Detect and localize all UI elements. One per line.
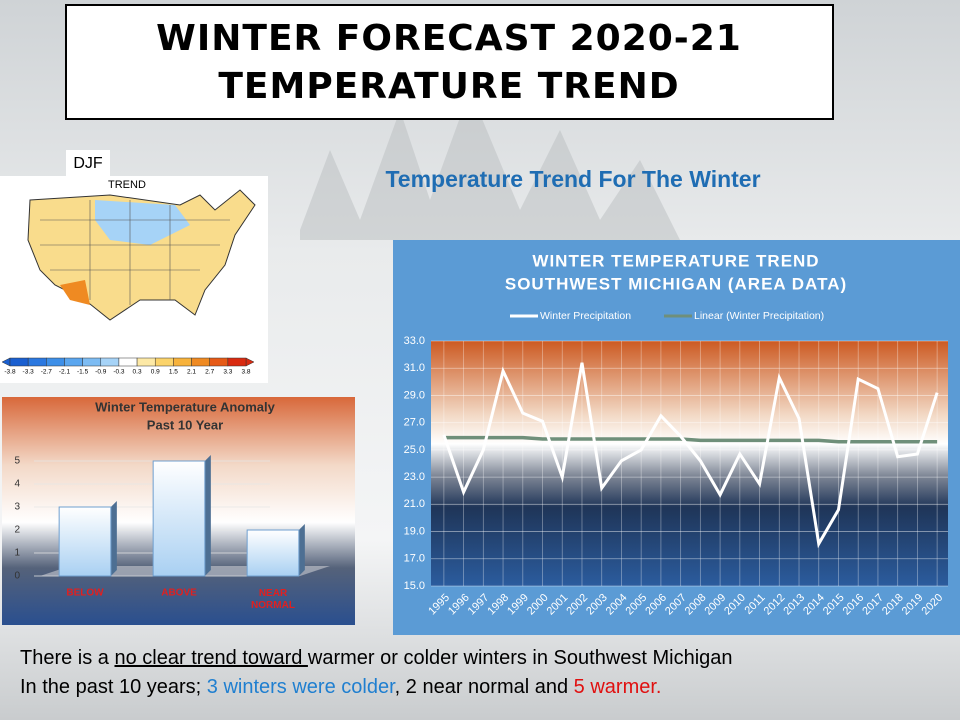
- series-line: [443, 435, 938, 444]
- y-tick-label: 21.0: [404, 498, 425, 510]
- chart-subtitle: SOUTHWEST MICHIGAN (AREA DATA): [505, 274, 847, 293]
- bar-side: [298, 524, 305, 576]
- colorbar-segment: [100, 357, 120, 367]
- x-tick-label: NEAR NORMAL: [251, 588, 295, 611]
- state-lines: [40, 200, 230, 305]
- y-tick-label: 3: [14, 502, 20, 513]
- colorbar-tick-label: -3.3: [23, 369, 35, 376]
- colorbar-tick-label: -1.5: [77, 369, 89, 376]
- bar: [246, 529, 300, 577]
- colorbar-tick-label: -3.8: [4, 369, 16, 376]
- legend-label: Linear (Winter Precipitation): [694, 310, 824, 322]
- colorbar: -3.8 -3.3 -2.7 -2.1 -1.5 -0.9 -0.3 0.3 0.9 1.5 2.1…: [1, 357, 255, 376]
- legend-label: Winter Precipitation: [540, 310, 631, 322]
- colorbar-tick-label: -0.9: [95, 369, 107, 376]
- y-tick-label: 1: [14, 548, 20, 559]
- y-tick-label: 33.0: [404, 335, 425, 347]
- bar-side: [110, 501, 117, 576]
- colorbar-tick-label: 0.9: [151, 369, 160, 376]
- map-warm-area: [60, 280, 90, 305]
- colorbar-segment: [9, 357, 29, 367]
- y-tick-label: 27.0: [404, 417, 425, 429]
- colorbar-tick-label: -2.7: [41, 369, 53, 376]
- colorbar-tick-label: 3.3: [223, 369, 232, 376]
- trees: [300, 90, 680, 240]
- colorbar-tick-label: 3.8: [241, 369, 250, 376]
- y-tick-label: 17.0: [404, 553, 425, 565]
- y-tick-label: 23.0: [404, 471, 425, 483]
- colorbar-segment: [209, 357, 229, 367]
- footer-text: There is a: [20, 647, 114, 669]
- y-tick-label: 25.0: [404, 444, 425, 456]
- colorbar-tick-label: 2.1: [187, 369, 196, 376]
- x-tick-label: BELOW: [66, 588, 104, 599]
- series-line: [442, 362, 939, 549]
- colorbar-segment: [82, 357, 102, 367]
- plot-area: [431, 341, 948, 586]
- colorbar-tick-label: -0.3: [113, 369, 125, 376]
- colorbar-tick-label: 2.7: [205, 369, 214, 376]
- colorbar-tick-label: 1.5: [169, 369, 178, 376]
- colorbar-segment: [227, 357, 247, 367]
- colorbar-segment: [118, 357, 138, 367]
- colorbar-segment: [154, 357, 174, 367]
- footer-text: In the past 10 years;: [20, 676, 207, 698]
- title: TEMPERATURE TREND: [218, 66, 679, 107]
- chart-subtitle: Past 10 Year: [147, 417, 223, 432]
- y-tick-label: 5: [14, 456, 20, 467]
- colorbar-tick-label: 0.3: [133, 369, 142, 376]
- y-tick-label: 31.0: [404, 362, 425, 374]
- colorbar-segment: [136, 357, 156, 367]
- bar-chart: Winter Temperature Anomaly Past 10 Year 0 1…: [14, 399, 330, 611]
- colorbar-segment: [173, 357, 192, 367]
- footer-line: There is a no clear trend toward warmer …: [20, 647, 733, 669]
- subtitle: Temperature Trend For The Winter: [385, 166, 760, 192]
- footer-line: In the past 10 years; 3 winters were col…: [20, 676, 661, 698]
- chart-title: WINTER TEMPERATURE TREND: [532, 251, 819, 270]
- footer-colder: 3 winters were colder: [207, 676, 396, 698]
- colorbar-segment: [64, 357, 83, 367]
- y-tick-label: 15.0: [404, 580, 425, 592]
- map-legend-title: TREND: [108, 179, 146, 191]
- y-tick-label: 0: [14, 571, 20, 582]
- title-box: [65, 4, 834, 120]
- bar: [152, 460, 206, 577]
- bar: [58, 506, 112, 577]
- colorbar-segment: [191, 357, 210, 367]
- footer-text: warmer or colder winters in Southwest Mi…: [307, 647, 733, 669]
- colorbar-segment: [27, 357, 47, 367]
- chart-title: Winter Temperature Anomaly: [95, 399, 276, 414]
- y-tick-label: 29.0: [404, 389, 425, 401]
- map-label-box: [66, 150, 110, 178]
- bar-side: [204, 455, 211, 576]
- footer-underlined: no clear trend toward: [114, 647, 307, 669]
- footer-text: , 2 near normal and: [395, 676, 574, 698]
- x-tick-label: ABOVE: [161, 588, 197, 599]
- y-tick-label: 4: [14, 479, 20, 490]
- title: WINTER FORECAST 2020-21: [156, 18, 742, 59]
- map-label: DJF: [73, 155, 103, 172]
- footer-warmer: 5 warmer.: [574, 676, 662, 698]
- y-tick-label: 2: [14, 525, 20, 536]
- y-tick-label: 19.0: [404, 525, 425, 537]
- map-cool-area: [95, 200, 190, 245]
- colorbar-tick-label: -2.1: [59, 369, 71, 376]
- colorbar-segment: [46, 357, 65, 367]
